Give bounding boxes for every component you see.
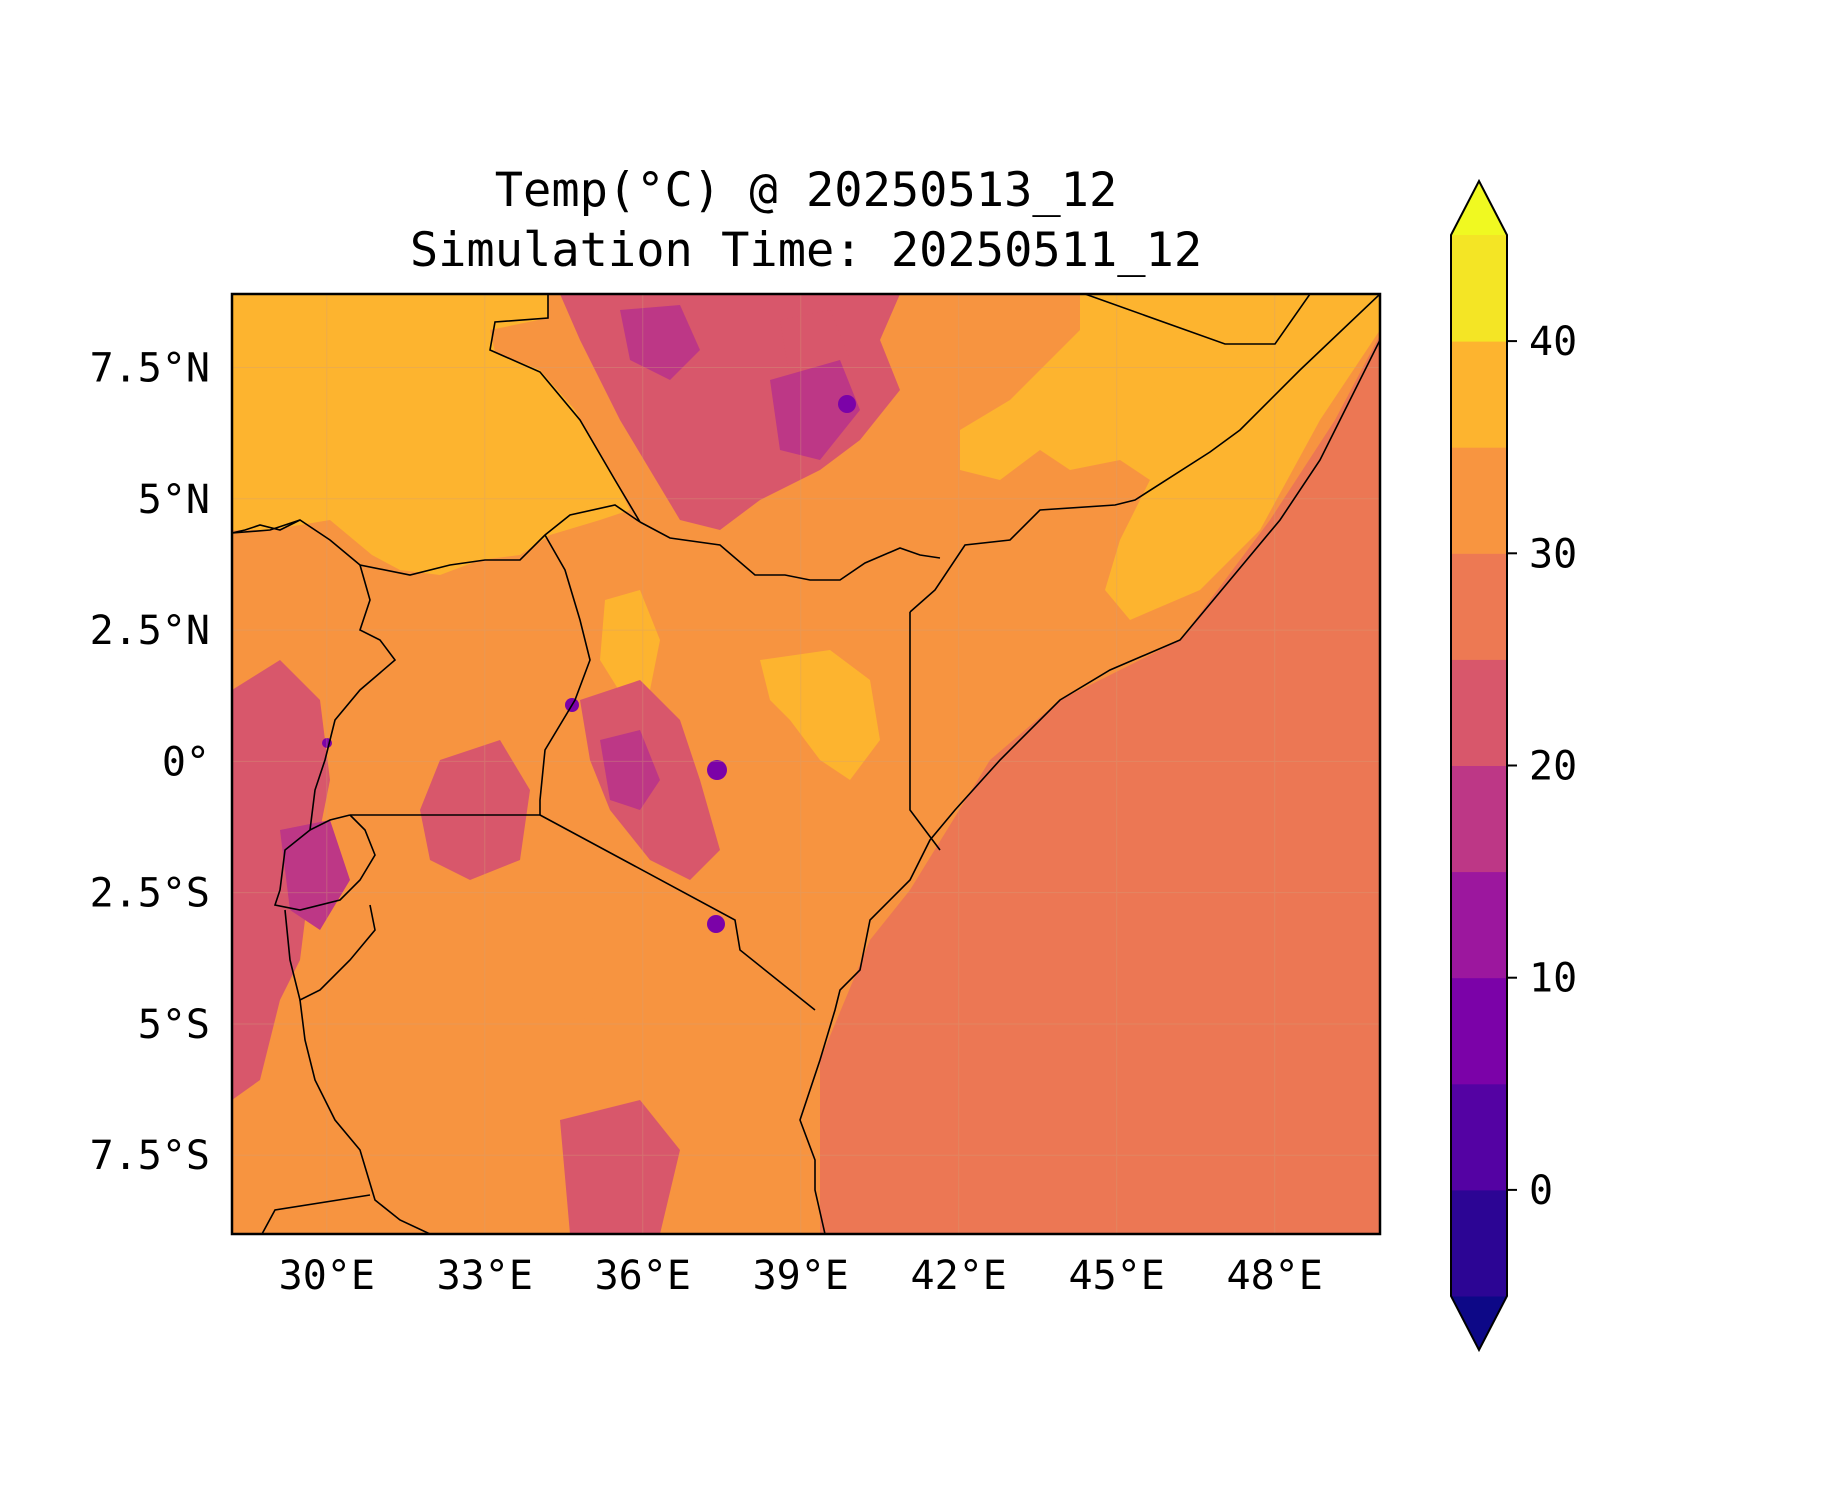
cool-ethiopia [620, 305, 700, 380]
mild-lake-victoria [420, 740, 530, 880]
hot-patch-kenya-2 [600, 590, 660, 700]
colorbar-tick-label: 40 [1529, 319, 1577, 365]
colorbar-tick-label: 30 [1529, 531, 1577, 577]
colorbar-tick-label: 20 [1529, 744, 1577, 790]
peak-ethiopia [838, 395, 856, 413]
border-burundi-tanzania [284, 904, 376, 1002]
y-tick-label: 7.5°N [90, 346, 210, 392]
border-tanzania-drc [299, 999, 431, 1234]
hot-region-east-sub [1150, 330, 1250, 420]
mild-south-highlands [560, 1100, 680, 1234]
x-tick-label: 39°E [753, 1253, 849, 1299]
border-kenya-ethiopia [909, 294, 1380, 613]
colorbar-band [1451, 235, 1507, 342]
cool-ethiopia-2 [770, 360, 860, 460]
x-tick-label: 42°E [911, 1253, 1007, 1299]
colorbar-band [1451, 659, 1507, 766]
coastline [799, 339, 1380, 1234]
x-axis: 30°E 33°E 36°E 39°E 42°E 45°E 48°E [279, 1253, 1323, 1299]
x-tick-label: 45°E [1069, 1253, 1165, 1299]
colorbar-extend-low [1451, 1296, 1507, 1350]
y-tick-label: 0° [162, 739, 210, 785]
x-tick-label: 48°E [1227, 1253, 1323, 1299]
colorbar-band [1451, 1083, 1507, 1191]
map-title: Temp(°C) @ 20250513_12 [494, 163, 1118, 218]
peak-kilimanjaro [707, 915, 725, 933]
colorbar-tick-label: 10 [1529, 956, 1577, 1002]
map-subtitle: Simulation Time: 20250511_12 [409, 223, 1203, 278]
gridlines [232, 294, 1380, 1234]
x-tick-label: 36°E [595, 1253, 691, 1299]
border-ss-ethiopia [489, 294, 641, 523]
y-tick-label: 2.5°N [90, 608, 210, 654]
colorbar: 0 10 20 30 40 [1450, 178, 1577, 1353]
border-tanzania-zambia [261, 1194, 371, 1234]
colorbar-tick-label: 0 [1529, 1168, 1553, 1214]
x-tick-label: 30°E [279, 1253, 375, 1299]
hot-region-northeast [960, 294, 1380, 620]
map-frame [230, 292, 1382, 1236]
border-uganda-drc [309, 564, 397, 832]
colorbar-extend-high [1451, 181, 1507, 235]
hot-patch-south [480, 940, 600, 1040]
country-borders [232, 294, 1380, 1234]
colorbar-outline [1450, 178, 1508, 1353]
colorbar-band [1451, 871, 1507, 979]
border-rwanda-burundi [273, 814, 376, 911]
colorbar-band [1451, 341, 1507, 448]
hot-patch-kenya [760, 650, 880, 780]
border-kenya-somalia [909, 612, 941, 851]
border-tanzania-kenya [539, 814, 816, 1011]
y-tick-label: 2.5°S [90, 871, 210, 917]
colorbar-band [1451, 1189, 1507, 1297]
colorbar-band [1451, 553, 1507, 660]
colorbar-band [1451, 977, 1507, 1085]
y-tick-label: 7.5°S [90, 1133, 210, 1179]
border-kenya-ethiopia-south [639, 521, 941, 581]
colorbar-band [1451, 447, 1507, 554]
y-tick-label: 5°S [138, 1002, 210, 1048]
hot-region-south-sudan [232, 294, 630, 575]
y-axis: 7.5°N 5°N 2.5°N 0° 2.5°S 5°S 7.5°S [90, 346, 210, 1180]
border-uganda-kenya [539, 534, 591, 815]
temperature-map [232, 294, 1380, 1234]
x-tick-label: 33°E [437, 1253, 533, 1299]
peak-mt-kenya [707, 760, 727, 780]
cool-kenya [600, 730, 660, 810]
border-ethiopia-somalia-north [1084, 294, 1311, 345]
colorbar-band [1451, 765, 1507, 873]
y-tick-label: 5°N [138, 477, 210, 523]
border-drc-west [232, 519, 301, 534]
